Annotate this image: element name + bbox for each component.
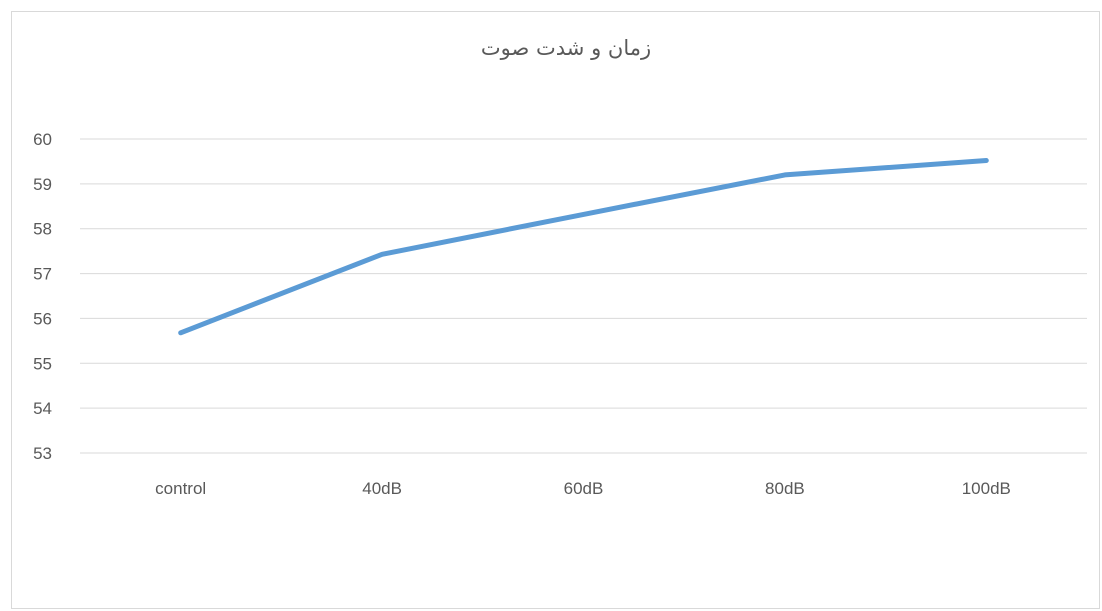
x-tick-label-100dB: 100dB xyxy=(962,479,1011,498)
y-tick-label-60: 60 xyxy=(33,130,52,149)
y-tick-label-53: 53 xyxy=(33,444,52,463)
y-axis-tick-labels: 53 54 55 56 57 58 59 60 xyxy=(33,130,52,463)
y-tick-label-55: 55 xyxy=(33,354,52,373)
x-tick-label-60dB: 60dB xyxy=(564,479,604,498)
y-tick-label-54: 54 xyxy=(33,399,52,418)
y-tick-label-57: 57 xyxy=(33,265,52,284)
x-tick-label-80dB: 80dB xyxy=(765,479,805,498)
y-tick-label-58: 58 xyxy=(33,220,52,239)
chart-frame xyxy=(11,11,1100,609)
series-line-0 xyxy=(178,158,989,336)
x-tick-label-control: control xyxy=(155,479,206,498)
chart-title: زمان و شدت صوت xyxy=(481,36,651,60)
series-lines xyxy=(178,158,989,336)
y-tick-label-59: 59 xyxy=(33,175,52,194)
x-tick-label-40dB: 40dB xyxy=(362,479,402,498)
gridlines xyxy=(80,138,1087,454)
y-tick-label-56: 56 xyxy=(33,309,52,328)
x-axis-tick-labels: control 40dB 60dB 80dB 100dB xyxy=(155,479,1011,498)
